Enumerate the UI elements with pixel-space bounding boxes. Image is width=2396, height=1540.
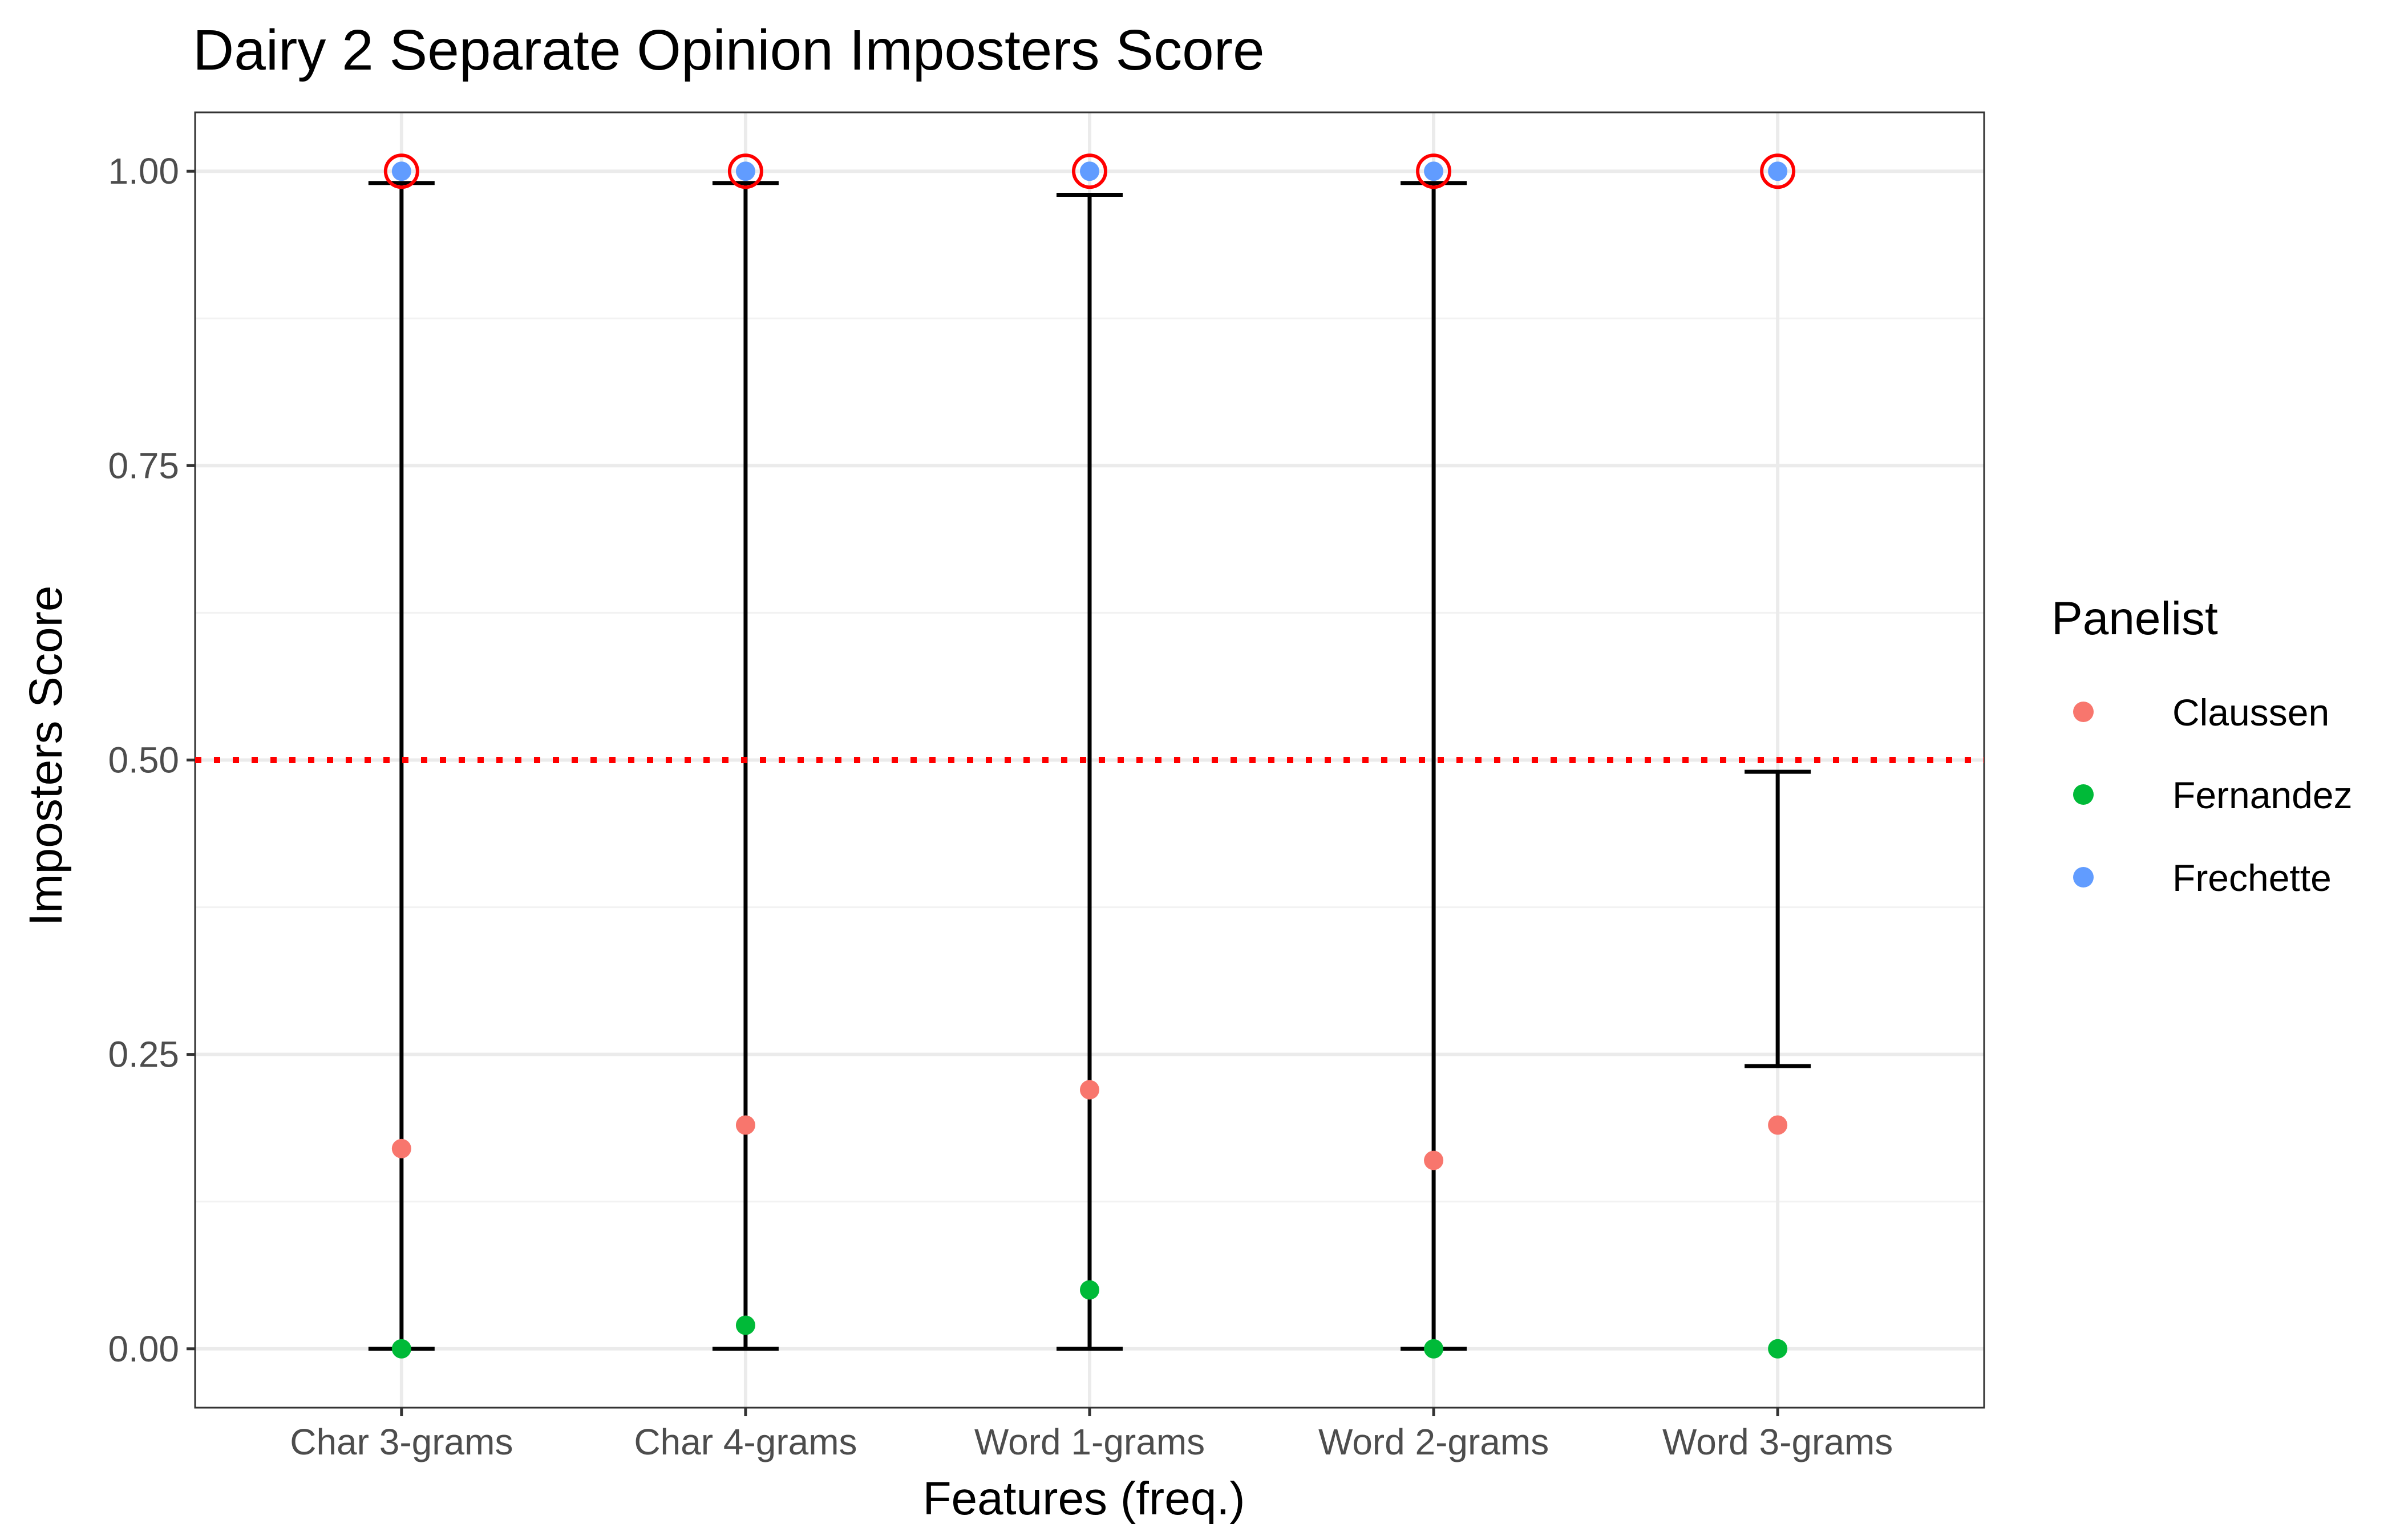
x-tick-label: Word 3-grams [1662, 1421, 1893, 1462]
legend-label: Claussen [2172, 691, 2329, 733]
point-frechette [1080, 161, 1099, 181]
point-frechette [1768, 161, 1788, 181]
x-tick-label: Char 4-grams [634, 1421, 857, 1462]
chart-title: Dairy 2 Separate Opinion Imposters Score [193, 18, 1265, 82]
point-claussen [1080, 1080, 1099, 1100]
point-fernandez [1080, 1280, 1099, 1300]
point-claussen [1424, 1150, 1444, 1170]
highlight-ring [1072, 153, 1107, 189]
legend-item-frechette: Frechette [2073, 857, 2332, 899]
y-tick-label: 1.00 [108, 151, 179, 192]
legend-key [2073, 867, 2094, 887]
legend-key [2073, 784, 2094, 805]
point-fernandez [735, 1315, 755, 1335]
y-tick-label: 0.75 [108, 445, 179, 486]
point-frechette [1424, 161, 1444, 181]
error-bar [1057, 193, 1123, 1351]
legend-item-claussen: Claussen [2073, 691, 2329, 733]
y-axis-title: Imposters Score [20, 586, 72, 926]
highlight-ring [727, 153, 763, 189]
x-axis-title: Features (freq.) [922, 1473, 1245, 1525]
legend-key [2073, 702, 2094, 722]
point-fernandez [391, 1339, 411, 1359]
x-tick-label: Word 1-grams [974, 1421, 1205, 1462]
legend-items: Claussen Fernandez Frechette [2073, 691, 2353, 899]
point-claussen [391, 1138, 411, 1158]
point-fernandez [1768, 1339, 1788, 1359]
point-claussen [1768, 1115, 1788, 1135]
x-tick-label: Word 2-grams [1318, 1421, 1549, 1462]
y-tick-label: 0.25 [108, 1034, 179, 1075]
y-tick-label: 0.50 [108, 740, 179, 781]
highlight-ring [1760, 153, 1796, 189]
y-tick-label: 0.00 [108, 1328, 179, 1369]
legend-item-fernandez: Fernandez [2073, 774, 2353, 816]
x-tick-label: Char 3-grams [290, 1421, 513, 1462]
legend: Panelist Claussen Fernandez Frechette [2051, 593, 2353, 899]
point-claussen [735, 1115, 755, 1135]
point-frechette [391, 161, 411, 181]
highlight-ring [1416, 153, 1452, 189]
error-bar [1745, 769, 1811, 1068]
legend-title: Panelist [2051, 593, 2218, 645]
error-bar [712, 181, 779, 1351]
point-fernandez [1424, 1339, 1444, 1359]
legend-label: Fernandez [2172, 774, 2353, 816]
point-frechette [735, 161, 755, 181]
legend-label: Frechette [2172, 857, 2332, 899]
highlight-ring [383, 153, 419, 189]
plot-area: 0.00 0.25 0.50 0.75 1.00 Char 3-grams Char 4-g… [108, 111, 1985, 1462]
